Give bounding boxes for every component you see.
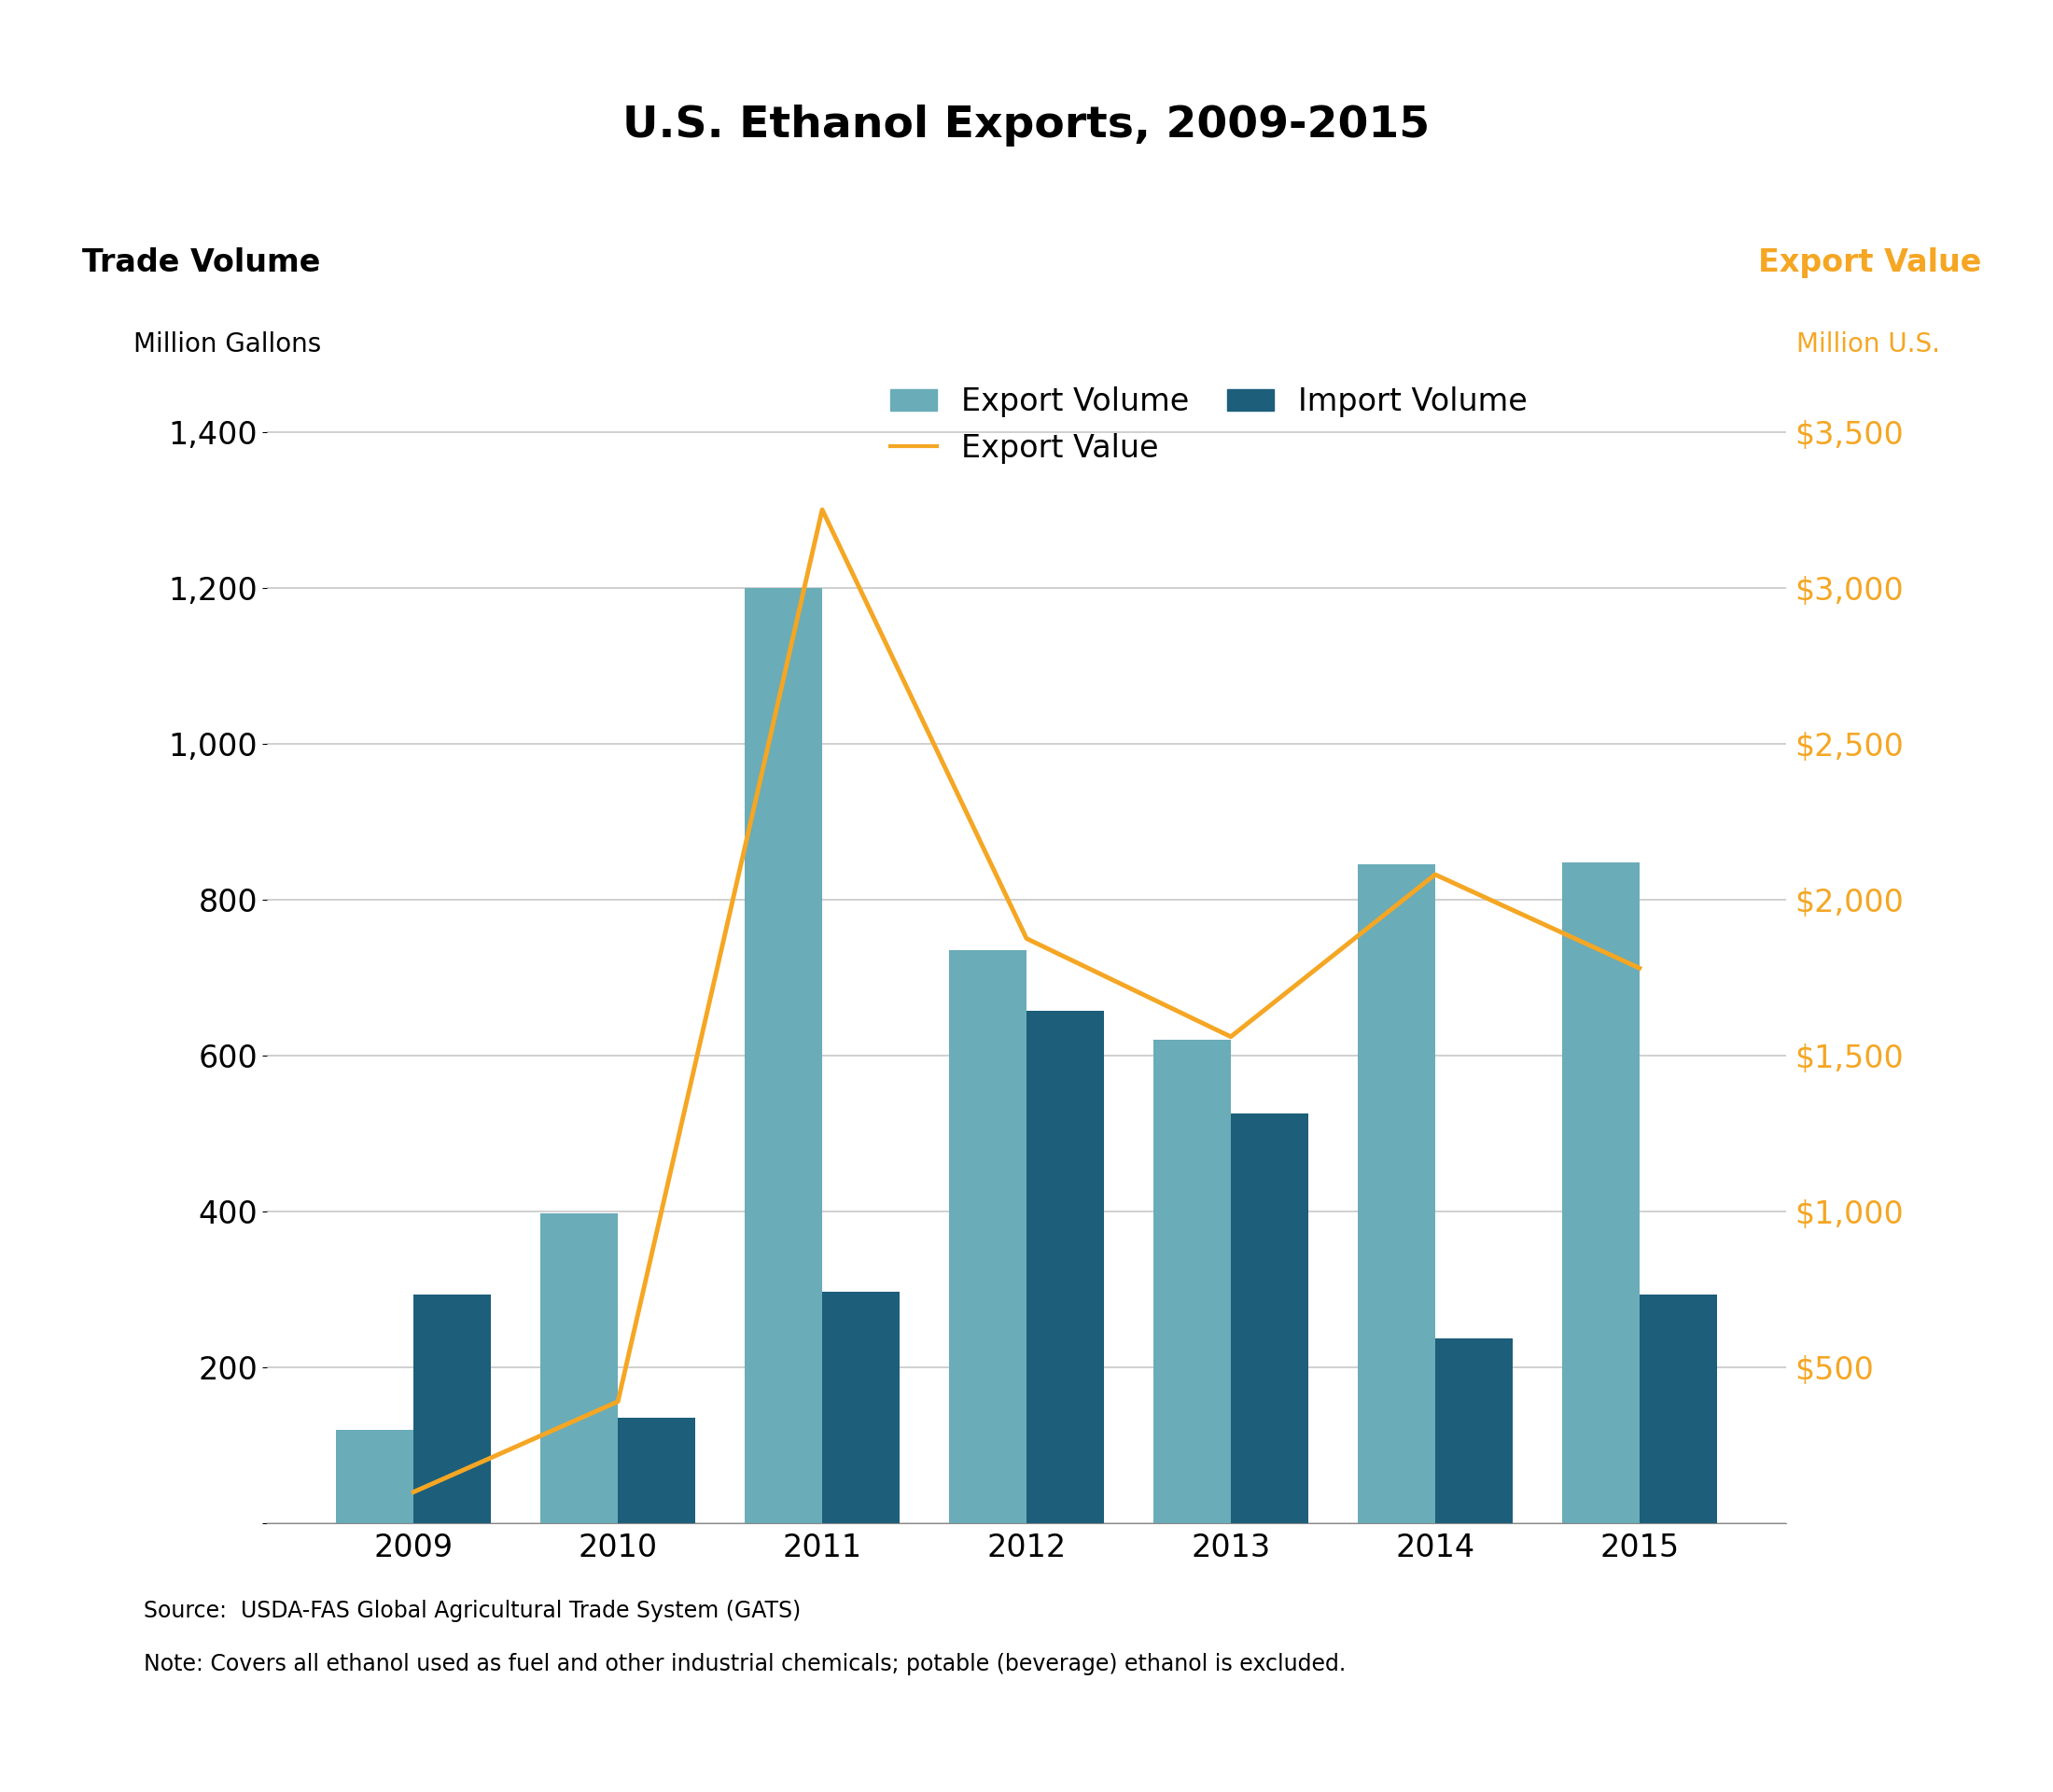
- Bar: [1435, 1339, 1513, 1523]
- Bar: [1026, 1011, 1105, 1523]
- Bar: [1154, 1039, 1232, 1523]
- Bar: [948, 950, 1026, 1523]
- Bar: [745, 588, 821, 1523]
- Text: Trade Volume: Trade Volume: [82, 247, 320, 278]
- Bar: [337, 1430, 413, 1523]
- Bar: [821, 1292, 899, 1523]
- Text: Million U.S.: Million U.S.: [1796, 332, 1940, 358]
- Text: Note: Covers all ethanol used as fuel and other industrial chemicals; potable (b: Note: Covers all ethanol used as fuel an…: [144, 1652, 1347, 1676]
- Bar: [1562, 862, 1640, 1523]
- Bar: [1640, 1296, 1716, 1523]
- Bar: [1232, 1115, 1308, 1523]
- Text: U.S. Ethanol Exports, 2009-2015: U.S. Ethanol Exports, 2009-2015: [622, 104, 1431, 147]
- Legend: Export Volume, Export Value, Import Volume: Export Volume, Export Value, Import Volu…: [877, 375, 1540, 477]
- Bar: [540, 1213, 618, 1523]
- Text: Source:  USDA-FAS Global Agricultural Trade System (GATS): Source: USDA-FAS Global Agricultural Tra…: [144, 1598, 801, 1622]
- Text: Export Value: Export Value: [1757, 247, 1981, 278]
- Text: Million Gallons: Million Gallons: [133, 332, 320, 358]
- Bar: [618, 1417, 696, 1523]
- Bar: [413, 1296, 491, 1523]
- Bar: [1357, 864, 1435, 1523]
